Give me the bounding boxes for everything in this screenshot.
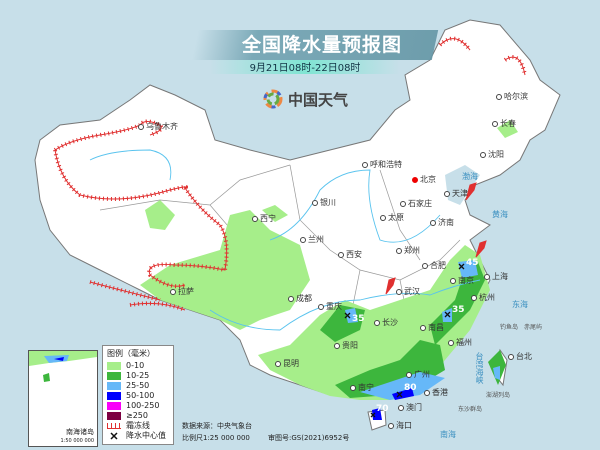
city-label: 济南 xyxy=(430,218,454,228)
city-label: 重庆 xyxy=(318,302,342,312)
cross-icon xyxy=(444,311,451,318)
rain-center-markers xyxy=(344,263,465,418)
city-label: 杭州 xyxy=(471,293,495,303)
sea-label: 南海 xyxy=(440,430,456,439)
legend-item: 100-250 xyxy=(107,401,169,411)
rivers xyxy=(89,149,481,331)
inset-scale: 1:50 000 000 xyxy=(60,438,95,444)
south-china-sea-inset: 南海诸岛 1:50 000 000 xyxy=(28,350,98,447)
city-label: 西安 xyxy=(338,250,362,260)
city-label: 西宁 xyxy=(252,214,276,224)
map-subtitle: 9月21日08时-22日08时 xyxy=(249,63,361,74)
city-label: 澳门 xyxy=(398,403,422,413)
legend-item: 10-25 xyxy=(107,371,169,381)
map-scale: 比例尺1:25 000 000 xyxy=(182,434,250,442)
city-label: 拉萨 xyxy=(170,287,194,297)
legend-rain-center: 降水中心值 xyxy=(107,431,169,441)
frost-flags xyxy=(385,182,487,295)
city-label: 上海 xyxy=(484,272,508,282)
city-label: 呼和浩特 xyxy=(362,160,402,170)
rain-center-value: 70 xyxy=(376,404,389,414)
city-label-capital: 北京 xyxy=(412,175,436,185)
city-label: 南京 xyxy=(450,276,474,286)
rain-center-value: 80 xyxy=(404,383,417,393)
city-label: 沈阳 xyxy=(480,150,504,160)
cross-icon xyxy=(458,263,465,270)
city-label: 香港 xyxy=(424,388,448,398)
city-label: 海口 xyxy=(388,421,412,431)
city-label: 石家庄 xyxy=(400,199,432,209)
cross-icon xyxy=(344,312,351,319)
frost-lines xyxy=(53,36,527,312)
logo: 中国天气 xyxy=(262,88,348,110)
cross-icon xyxy=(396,391,403,398)
legend: 图例（毫米） 0-10 10-25 25-50 50-100 100-250 ≥… xyxy=(102,345,174,445)
cross-icon xyxy=(110,432,118,440)
subtitle-bar xyxy=(210,60,400,74)
inset-map xyxy=(29,351,97,382)
city-label: 郑州 xyxy=(396,246,420,256)
legend-item: 25-50 xyxy=(107,381,169,391)
sea-label: 东海 xyxy=(512,300,528,309)
legend-title: 图例（毫米） xyxy=(107,349,155,358)
city-label: 长春 xyxy=(492,119,516,129)
legend-item: 50-100 xyxy=(107,391,169,401)
weather-logo-icon xyxy=(263,89,283,109)
sea-label: 台湾海峡 xyxy=(475,352,484,384)
city-label: 福州 xyxy=(448,338,472,348)
review-number: 审图号:GS(2021)6952号 xyxy=(268,434,350,442)
rain-center-value: 35 xyxy=(452,305,465,315)
legend-frost-line: 霜冻线 xyxy=(107,421,169,431)
city-label: 兰州 xyxy=(300,235,324,245)
data-source: 数据来源：中央气象台 xyxy=(182,422,252,430)
city-label: 南宁 xyxy=(350,383,374,393)
island-label: 澎湖列岛 xyxy=(486,392,511,399)
city-label: 乌鲁木齐 xyxy=(138,122,178,132)
island-label: 赤尾屿 xyxy=(524,324,543,331)
legend-item: ≥250 xyxy=(107,411,169,421)
frost-line-icon xyxy=(107,423,121,429)
city-label: 合肥 xyxy=(422,261,446,271)
city-label: 天津 xyxy=(444,189,468,199)
rain-center-value: 45 xyxy=(466,258,479,268)
city-label: 长沙 xyxy=(374,318,398,328)
city-label: 太原 xyxy=(380,213,404,223)
logo-text: 中国天气 xyxy=(288,90,349,109)
inset-label: 南海诸岛 xyxy=(66,428,94,436)
rain-center-value: 35 xyxy=(352,314,365,324)
island-label: 东沙群岛 xyxy=(458,406,483,413)
city-label: 贵阳 xyxy=(334,341,358,351)
city-label: 哈尔滨 xyxy=(496,92,528,102)
cross-icon xyxy=(370,412,376,418)
city-label: 成都 xyxy=(288,294,312,304)
city-label: 武汉 xyxy=(396,287,420,297)
city-label: 台北 xyxy=(508,352,532,362)
city-label: 南昌 xyxy=(420,323,444,333)
map-title: 全国降水量预报图 xyxy=(241,34,402,56)
island-label: 钓鱼岛 xyxy=(500,324,519,331)
sea-label: 黄海 xyxy=(492,210,508,219)
city-label: 广州 xyxy=(406,370,430,380)
city-label: 昆明 xyxy=(275,359,299,369)
sea-label: 渤海 xyxy=(462,172,478,181)
legend-item: 0-10 xyxy=(107,361,169,371)
city-label: 银川 xyxy=(312,198,336,208)
